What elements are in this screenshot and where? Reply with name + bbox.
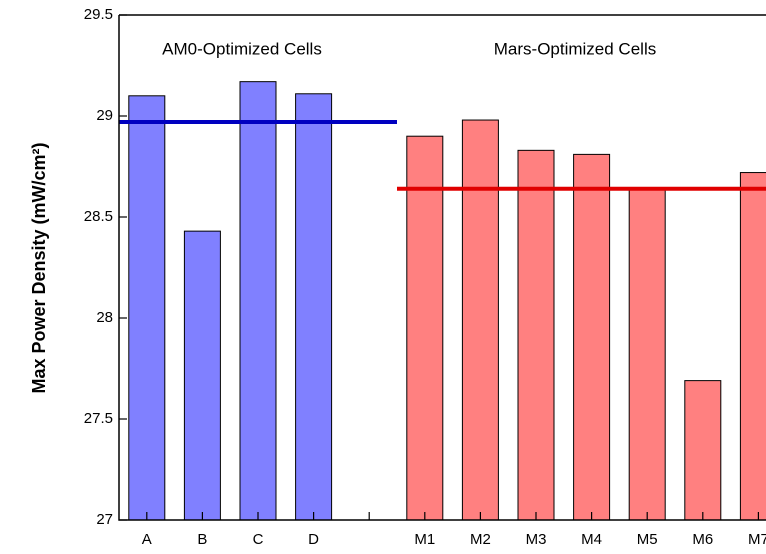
y-tick-label: 27.5 — [84, 410, 113, 427]
bar — [406, 135, 444, 521]
bar — [239, 81, 277, 521]
y-tick-label: 29 — [96, 107, 113, 124]
y-tick-label: 28 — [96, 309, 113, 326]
bar — [628, 188, 666, 521]
x-tick-label: A — [142, 531, 152, 548]
x-tick-label: M1 — [414, 531, 435, 548]
bar — [517, 149, 555, 521]
bar — [461, 119, 499, 521]
y-axis-label: Max Power Density (mW/cm²) — [29, 142, 49, 393]
x-tick-label: M7 — [748, 531, 766, 548]
x-tick-label: M5 — [637, 531, 658, 548]
x-tick-label: D — [308, 531, 319, 548]
x-tick-label: M3 — [526, 531, 547, 548]
bar — [573, 153, 611, 521]
annotation: AM0-Optimized Cells — [162, 39, 322, 58]
x-tick-label: B — [197, 531, 207, 548]
x-tick-label: M2 — [470, 531, 491, 548]
bar — [739, 172, 766, 521]
x-tick-label: M4 — [581, 531, 602, 548]
bar — [128, 95, 166, 521]
bar — [684, 380, 722, 521]
x-tick-label: C — [253, 531, 264, 548]
bar — [183, 230, 221, 521]
annotation: Mars-Optimized Cells — [494, 39, 656, 58]
y-tick-label: 28.5 — [84, 208, 113, 225]
x-tick-label: M6 — [692, 531, 713, 548]
y-tick-label: 29.5 — [84, 6, 113, 23]
bar — [295, 93, 333, 521]
y-tick-label: 27 — [96, 511, 113, 528]
